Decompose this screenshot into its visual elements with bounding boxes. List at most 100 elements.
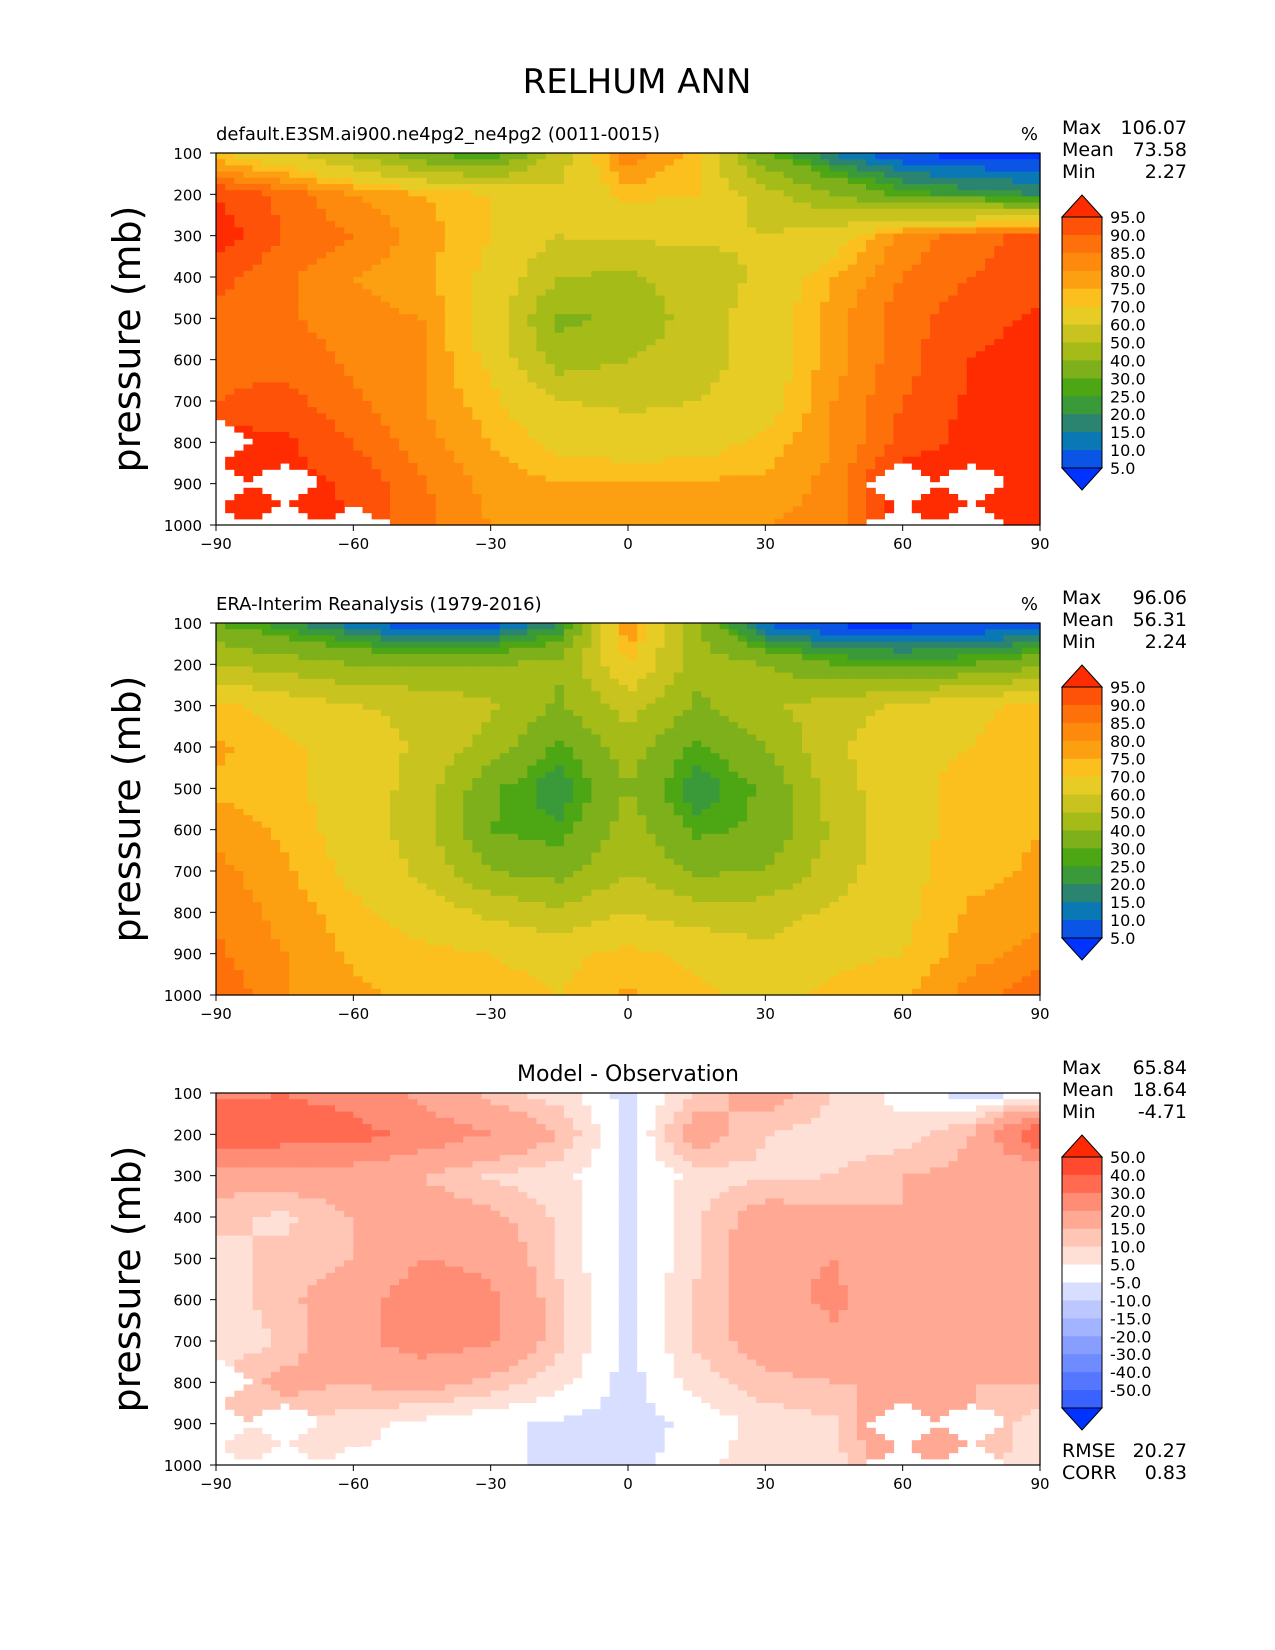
- field-cell: [380, 500, 391, 507]
- field-cell: [417, 351, 428, 359]
- field-cell: [536, 196, 547, 204]
- field-cell: [380, 314, 391, 321]
- field-cell: [692, 500, 702, 507]
- field-cell: [719, 351, 730, 359]
- field-cell: [261, 370, 272, 377]
- field-cell: [820, 171, 831, 179]
- field-cell: [444, 184, 455, 191]
- field-cell: [563, 444, 574, 452]
- field-cell: [435, 394, 446, 402]
- field-cell: [472, 289, 483, 297]
- field-cell: [389, 425, 400, 433]
- field-cell: [737, 475, 748, 483]
- field-cell: [252, 153, 263, 160]
- field-cell: [774, 500, 785, 507]
- field-cell: [1012, 432, 1023, 439]
- field-cell: [408, 153, 419, 160]
- field-cell: [573, 246, 583, 253]
- field-cell: [490, 487, 501, 495]
- field-cell: [508, 283, 519, 290]
- field-cell: [362, 233, 373, 241]
- field-cell: [280, 283, 290, 290]
- field-cell: [737, 388, 748, 396]
- field-cell: [673, 500, 684, 507]
- field-cell: [856, 469, 867, 476]
- field-cell: [637, 171, 647, 179]
- field-cell: [646, 363, 657, 371]
- field-cell: [628, 382, 638, 390]
- field-cell: [856, 481, 867, 489]
- field-cell: [774, 463, 785, 470]
- field-cell: [856, 184, 867, 191]
- field-cell: [847, 252, 858, 259]
- field-cell: [216, 227, 226, 235]
- field-cell: [1030, 450, 1041, 458]
- field-cell: [701, 215, 711, 222]
- field-cell: [591, 320, 602, 328]
- field-cell: [243, 450, 254, 458]
- field-cell: [591, 376, 602, 383]
- field-cell: [252, 345, 263, 352]
- field-cell: [316, 171, 327, 179]
- field-cell: [463, 332, 473, 340]
- field-cell: [792, 221, 803, 228]
- field-cell: [829, 233, 840, 241]
- field-cell: [618, 258, 629, 266]
- field-cell: [609, 388, 620, 396]
- field-cell: [719, 425, 730, 433]
- field-cell: [710, 326, 721, 334]
- field-cell: [362, 308, 373, 315]
- field-cell: [985, 401, 995, 408]
- field-cell: [811, 388, 821, 396]
- field-cell: [966, 171, 977, 179]
- field-cell: [362, 382, 373, 390]
- field-cell: [975, 432, 986, 439]
- field-cell: [811, 345, 821, 352]
- field-cell: [225, 239, 235, 247]
- field-cell: [582, 208, 592, 216]
- field-cell: [216, 308, 226, 315]
- field-cell: [756, 314, 766, 321]
- field-cell: [316, 370, 327, 377]
- field-cell: [719, 264, 730, 272]
- field-cell: [673, 227, 684, 235]
- field-cell: [591, 196, 602, 204]
- field-cell: [444, 450, 455, 458]
- field-cell: [847, 456, 858, 464]
- field-cell: [472, 487, 483, 495]
- field-cell: [856, 314, 867, 321]
- field-cell: [747, 270, 757, 278]
- field-cell: [792, 450, 803, 458]
- field-cell: [875, 258, 885, 266]
- field-cell: [756, 184, 766, 191]
- field-cell: [920, 444, 931, 452]
- field-cell: [463, 376, 473, 383]
- field-cell: [1030, 295, 1041, 303]
- field-cell: [875, 252, 885, 259]
- field-cell: [600, 246, 611, 253]
- field-cell: [225, 345, 235, 352]
- field-cell: [664, 370, 675, 377]
- field-cell: [829, 239, 840, 247]
- field-cell: [930, 370, 940, 377]
- field-cell: [737, 413, 748, 421]
- field-cell: [911, 159, 922, 166]
- field-cell: [344, 295, 354, 303]
- field-cell: [893, 239, 904, 247]
- field-cell: [847, 432, 858, 439]
- field-cell: [701, 289, 711, 297]
- field-cell: [216, 289, 226, 297]
- field-cell: [225, 177, 235, 185]
- field-cell: [628, 308, 638, 315]
- field-cell: [847, 308, 858, 315]
- field-cell: [380, 345, 391, 352]
- field-cell: [829, 450, 840, 458]
- field-cell: [371, 165, 382, 173]
- field-cell: [948, 233, 959, 241]
- field-cell: [554, 196, 565, 204]
- field-cell: [508, 215, 519, 222]
- field-cell: [234, 469, 245, 476]
- field-cell: [774, 388, 785, 396]
- field-cell: [783, 171, 794, 179]
- field-cell: [994, 413, 1004, 421]
